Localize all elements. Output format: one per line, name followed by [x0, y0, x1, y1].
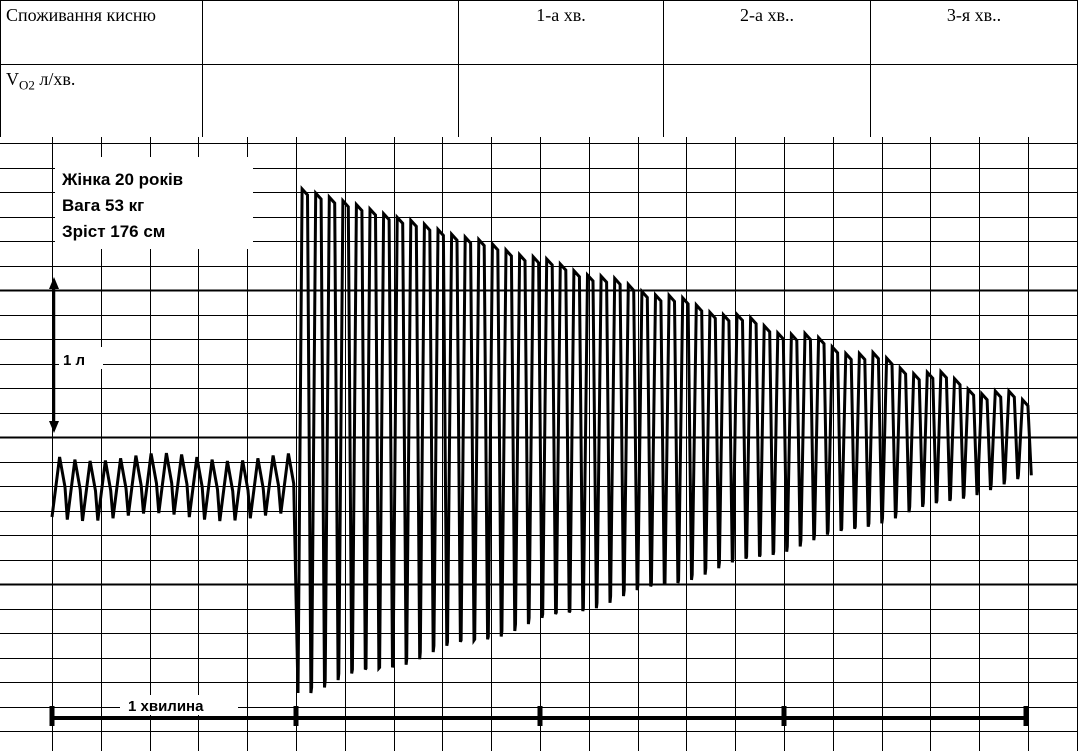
- time-scale-bar: [49, 706, 1029, 726]
- spirogram-trace: [50, 185, 1033, 694]
- oxygen-consumption-label: Споживання кисню: [0, 0, 203, 65]
- subject-info-box: [55, 157, 253, 249]
- table-row: Споживання кисню 1-а хв. 2-а хв.. 3-я хв…: [0, 0, 1078, 65]
- vo2-symbol: V: [6, 69, 19, 89]
- minute-2-header: 2-а хв..: [663, 0, 871, 65]
- table-cell-empty: [202, 0, 459, 65]
- spirogram-chart: Жінка 20 років Вага 53 кг Зріст 176 см 1…: [0, 137, 1078, 751]
- minute-2-value-cell: [663, 64, 871, 138]
- subject-height: Зріст 176 см: [62, 222, 165, 241]
- volume-scale-arrow: [49, 277, 59, 433]
- subject-weight: Вага 53 кг: [62, 196, 144, 215]
- subject-sex-age: Жінка 20 років: [61, 170, 183, 189]
- vo2-unit: л/хв.: [34, 69, 76, 89]
- time-scale-label: 1 хвилина: [128, 698, 204, 715]
- oxygen-consumption-table: Споживання кисню 1-а хв. 2-а хв.. 3-я хв…: [0, 0, 1078, 138]
- vo2-unit-label: VO2 л/хв.: [0, 64, 203, 138]
- table-row: VO2 л/хв.: [0, 64, 1078, 138]
- breathing-curve: [50, 185, 1033, 694]
- minute-3-value-cell: [870, 64, 1078, 138]
- minute-3-header: 3-я хв..: [870, 0, 1078, 65]
- minute-1-value-cell: [458, 64, 664, 138]
- table-cell-empty: [202, 64, 459, 138]
- volume-scale-label: 1 л: [63, 352, 85, 369]
- spirogram-svg: Жінка 20 років Вага 53 кг Зріст 176 см 1…: [0, 137, 1078, 751]
- minute-1-header: 1-а хв.: [458, 0, 664, 65]
- vo2-subscript: O2: [19, 77, 35, 93]
